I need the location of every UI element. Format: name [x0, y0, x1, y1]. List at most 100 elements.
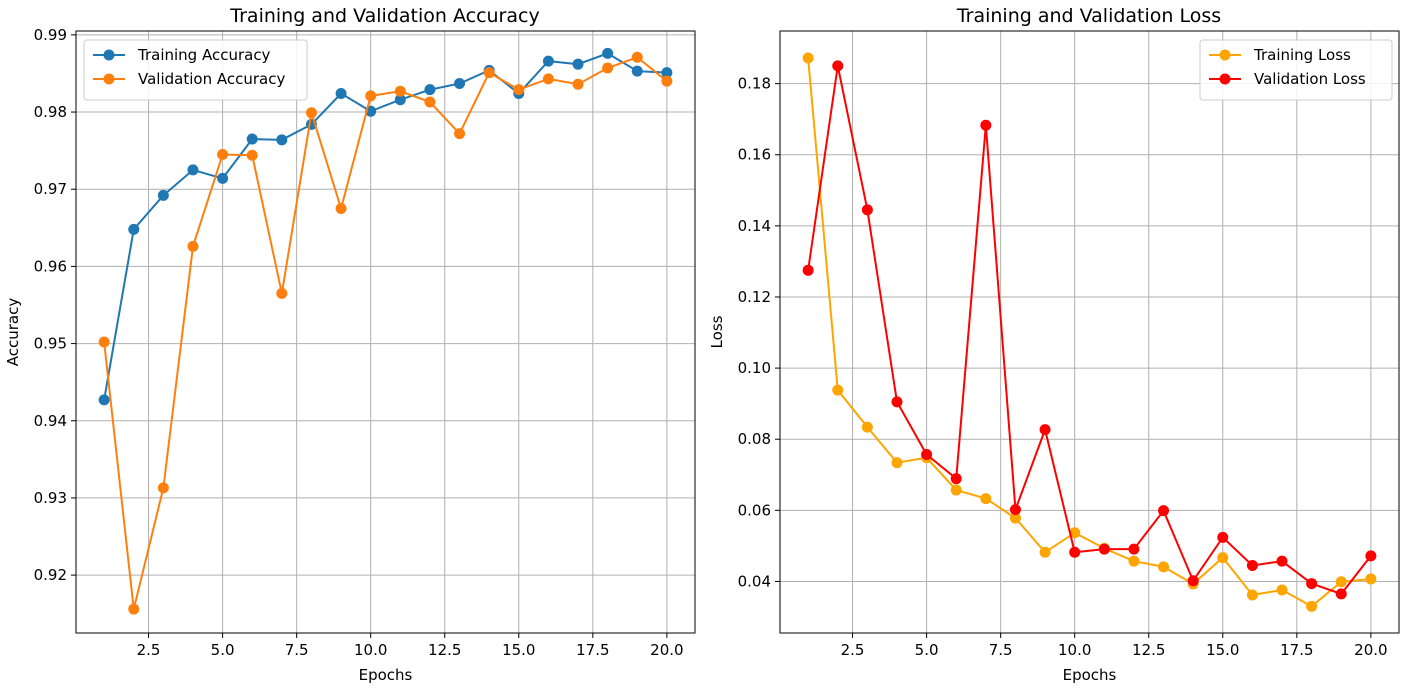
y-tick-label: 0.94: [34, 412, 67, 430]
data-point: [454, 77, 466, 89]
data-point: [365, 90, 377, 102]
x-tick-label: 7.5: [989, 641, 1013, 659]
legend-label: Validation Loss: [1254, 70, 1366, 88]
data-point: [1039, 546, 1051, 558]
y-tick-label: 0.14: [738, 217, 771, 235]
data-point: [602, 62, 614, 74]
series-training-accuracy: [98, 47, 673, 406]
y-tick-label: 0.18: [738, 75, 771, 93]
chart-title: Training and Validation Loss: [956, 5, 1221, 27]
legend-marker: [1219, 49, 1231, 61]
legend-marker: [103, 49, 115, 61]
data-point: [631, 51, 643, 63]
x-tick-label: 12.5: [428, 641, 461, 659]
data-point: [661, 75, 673, 87]
data-point: [1246, 559, 1258, 571]
chart-accuracy: 2.5 5.0 7.5 10.0 12.5 15.0 17.5 20.0 0.92 0.93 0.9…: [4, 5, 696, 684]
data-point: [1365, 573, 1377, 585]
legend-label: Validation Accuracy: [138, 70, 285, 88]
x-tick-label: 7.5: [285, 641, 309, 659]
data-point: [483, 67, 495, 79]
y-tick-label: 0.10: [738, 359, 771, 377]
y-tick-label: 0.98: [34, 103, 67, 121]
data-point: [1306, 578, 1318, 590]
x-axis-label: Epochs: [1063, 666, 1117, 684]
data-point: [1187, 575, 1199, 587]
data-point: [1009, 504, 1021, 516]
y-tick-label: 0.95: [34, 335, 67, 353]
data-point: [542, 55, 554, 67]
data-point: [276, 134, 288, 146]
x-axis-label: Epochs: [359, 666, 413, 684]
data-point: [891, 396, 903, 408]
x-tick-label: 15.0: [502, 641, 535, 659]
x-tick-label: 17.5: [1280, 641, 1313, 659]
y-tick-label: 0.96: [34, 257, 67, 275]
data-point: [454, 128, 466, 140]
data-point: [187, 240, 199, 252]
data-point: [335, 203, 347, 215]
data-point: [1365, 550, 1377, 562]
data-point: [305, 107, 317, 119]
data-point: [424, 84, 436, 96]
y-axis-label: Loss: [708, 315, 726, 348]
data-point: [1158, 505, 1170, 517]
legend: Training Accuracy Validation Accuracy: [83, 39, 308, 101]
data-point: [661, 67, 673, 79]
x-tick-label: 20.0: [1354, 641, 1387, 659]
series-validation-loss: [802, 60, 1377, 600]
x-tick-label: 2.5: [137, 641, 161, 659]
data-point: [891, 457, 903, 469]
data-point: [861, 204, 873, 216]
data-point: [1217, 552, 1229, 564]
data-point: [1128, 543, 1140, 555]
series-line: [103, 52, 667, 401]
x-tick-label: 5.0: [211, 641, 235, 659]
data-point: [394, 85, 406, 97]
data-point: [1158, 561, 1170, 573]
data-point: [950, 484, 962, 496]
data-point: [1039, 424, 1051, 436]
data-point: [832, 60, 844, 72]
plot-frame: [779, 30, 1400, 634]
data-point: [1128, 555, 1140, 567]
legend-box: [83, 39, 308, 101]
data-point: [980, 119, 992, 131]
data-point: [980, 493, 992, 505]
legend: Training Loss Validation Loss: [1199, 39, 1393, 101]
data-point: [1069, 546, 1081, 558]
x-tick-label: 2.5: [841, 641, 865, 659]
data-point: [802, 264, 814, 276]
x-tick-label: 15.0: [1206, 641, 1239, 659]
data-point: [335, 88, 347, 100]
data-point: [98, 394, 110, 406]
data-point: [1276, 555, 1288, 567]
data-point: [157, 482, 169, 494]
data-point: [631, 65, 643, 77]
data-point: [1335, 588, 1347, 600]
data-point: [802, 52, 814, 64]
data-point: [217, 148, 229, 160]
y-tick-label: 0.08: [738, 430, 771, 448]
plot-frame: [75, 30, 696, 634]
x-tick-label: 12.5: [1132, 641, 1165, 659]
data-point: [513, 84, 525, 96]
data-point: [187, 164, 199, 176]
legend-marker: [1219, 73, 1231, 85]
y-tick-label: 0.99: [34, 26, 67, 44]
series-training-loss: [802, 52, 1377, 612]
legend-label: Training Loss: [1253, 46, 1351, 64]
series-line: [807, 57, 1371, 608]
data-point: [572, 58, 584, 70]
data-point: [1217, 531, 1229, 543]
y-tick-label: 0.04: [738, 572, 771, 590]
y-tick-label: 0.93: [34, 489, 67, 507]
chart-loss: 2.5 5.0 7.5 10.0 12.5 15.0 17.5 20.0 0.04 0.06 0.0…: [708, 5, 1400, 684]
data-point: [1098, 543, 1110, 555]
y-tick-label: 0.97: [34, 180, 67, 198]
data-point: [246, 149, 258, 161]
data-point: [394, 94, 406, 106]
data-point: [950, 473, 962, 485]
y-tick-label: 0.06: [738, 501, 771, 519]
data-point: [1306, 600, 1318, 612]
